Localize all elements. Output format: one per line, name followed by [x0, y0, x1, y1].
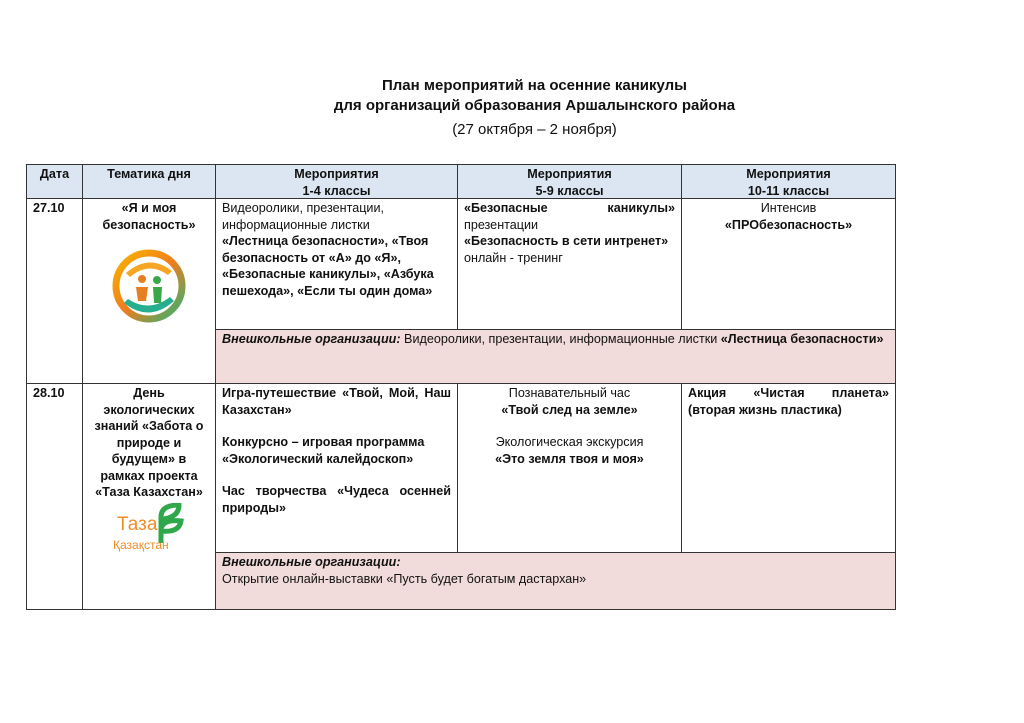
activity-title: «Это земля твоя и моя» — [495, 451, 644, 466]
logo-subtext: Қазақстан — [113, 537, 169, 552]
header-text: Мероприятия — [294, 167, 379, 181]
title-line-2: для организаций образования Аршалынского… — [333, 97, 736, 114]
header-text: Мероприятия — [527, 167, 612, 181]
header-text: Мероприятия — [746, 167, 831, 181]
row2-grades-10-11: Акция «Чистая планета» (вторая жизнь пла… — [681, 383, 896, 553]
activity-title: Игра-путешествие «Твой, Мой, Наш Казахст… — [222, 386, 451, 417]
sprout-icon — [158, 502, 184, 543]
row2-grades-5-9: Познавательный час «Твой след на земле» Эк… — [457, 383, 682, 553]
row1-extracurricular: Внешкольные организации: Видеоролики, пр… — [215, 329, 896, 384]
activity-text: презентации — [464, 217, 539, 232]
title-dates: (27 октября – 2 ноября) — [452, 121, 617, 138]
activity-title: «Твой след на земле» — [501, 402, 638, 417]
row1-theme: «Я и моя безопасность» — [82, 198, 216, 384]
activity-text: онлайн - тренинг — [464, 250, 563, 265]
activity-text: Интенсив — [760, 201, 817, 215]
activity-text: Видеоролики, презентации, информационные… — [222, 201, 385, 232]
taza-kazakhstan-logo: Таза Қазақстан — [91, 502, 207, 559]
row2-date: 28.10 — [26, 383, 83, 610]
title-line-1: План мероприятий на осенние каникулы — [382, 77, 687, 94]
row2-theme: День экологических знаний «Забота о прир… — [82, 383, 216, 610]
header-theme: Тематика дня — [82, 164, 216, 199]
activity-text: Экологическая экскурсия — [495, 435, 644, 449]
logo-text: Таза — [117, 513, 158, 535]
extra-title: «Лестница безопасности» — [720, 332, 884, 346]
row1-grades-5-9: «Безопасные каникулы» презентации «Безопас… — [457, 198, 682, 330]
header-subtext: 10-11 классы — [747, 183, 830, 198]
row1-date: 27.10 — [26, 198, 83, 384]
row2-grades-1-4: Игра-путешествие «Твой, Мой, Наш Казахст… — [215, 383, 458, 553]
header-subtext: 5-9 классы — [535, 183, 604, 198]
row2-extracurricular: Внешкольные организации: Открытие онлайн-… — [215, 552, 896, 610]
header-subtext: 1-4 классы — [302, 183, 371, 198]
extra-label: Внешкольные организации: — [222, 332, 401, 346]
activity-titles: «Лестница безопасности», «Твоя безопасно… — [222, 234, 434, 298]
row1-grades-1-4: Видеоролики, презентации, информационные… — [215, 198, 458, 330]
row1-grades-10-11: Интенсив «ПРОбезопасность» — [681, 198, 896, 330]
extra-text: Видеоролики, презентации, информационные… — [400, 332, 721, 346]
theme-text: День экологических знаний «Забота о прир… — [94, 386, 204, 499]
header-date: Дата — [26, 164, 83, 199]
header-grades-10-11: Мероприятия 10-11 классы — [681, 164, 896, 199]
activity-title: «ПРОбезопасность» — [724, 217, 853, 232]
activity-text: Познавательный час — [508, 386, 631, 400]
extra-label: Внешкольные организации: — [222, 555, 401, 569]
extra-text: Открытие онлайн-выставки «Пусть будет бо… — [222, 571, 587, 586]
header-grades-1-4: Мероприятия 1-4 классы — [215, 164, 458, 199]
activity-title: «Безопасность в сети интренет» — [464, 234, 669, 248]
safety-logo-icon — [112, 249, 186, 323]
activity-title: «Безопасные каникулы» — [464, 201, 675, 215]
theme-text: «Я и моя безопасность» — [102, 201, 196, 232]
header-grades-5-9: Мероприятия 5-9 классы — [457, 164, 682, 199]
activity-title: Конкурсно – игровая программа «Экологиче… — [222, 435, 425, 466]
activity-title: Час творчества «Чудеса осенней природы» — [222, 484, 451, 515]
